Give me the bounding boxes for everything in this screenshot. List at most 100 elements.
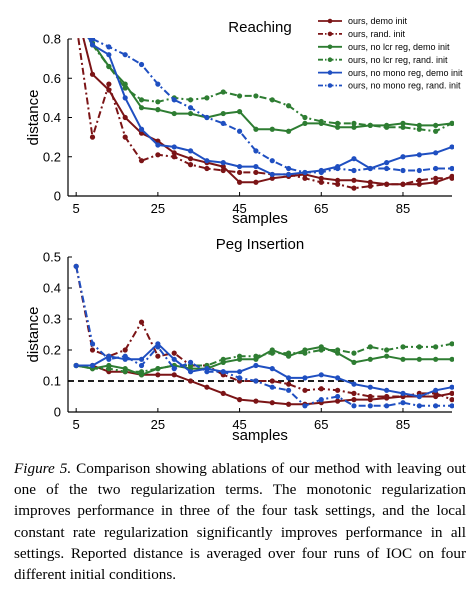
data-point — [416, 177, 422, 183]
data-point — [220, 120, 226, 126]
data-point — [449, 120, 454, 126]
data-point — [335, 177, 341, 183]
data-point — [73, 263, 79, 269]
data-point — [122, 347, 128, 353]
data-point — [89, 341, 96, 347]
data-point — [285, 128, 292, 134]
data-point — [171, 350, 177, 356]
x-tick-label: 25 — [151, 417, 165, 432]
series-line — [76, 342, 453, 373]
data-point — [204, 114, 210, 121]
series-line — [86, 38, 453, 133]
data-point — [335, 398, 341, 404]
data-point — [367, 344, 373, 350]
data-point — [187, 148, 194, 154]
x-tick-label: 45 — [232, 201, 246, 216]
data-point — [253, 163, 259, 170]
legend-marker — [327, 83, 333, 88]
data-point — [449, 390, 454, 396]
data-point — [138, 319, 145, 325]
data-point — [416, 393, 422, 400]
data-point — [416, 167, 422, 174]
data-point — [269, 366, 275, 372]
data-point — [187, 369, 194, 375]
data-point — [302, 350, 308, 356]
y-axis-label: distance — [25, 307, 42, 363]
data-point — [367, 384, 373, 390]
data-point — [367, 393, 373, 400]
series-line — [87, 38, 453, 176]
data-point — [253, 148, 259, 154]
legend-marker — [327, 70, 333, 75]
figure-panels: 0 0.2 0.4 0.6 0.8 5 25 45 65 85 Reaching samples dis… — [25, 13, 463, 444]
data-point — [204, 384, 210, 390]
data-point — [106, 52, 112, 58]
data-point — [236, 128, 243, 134]
data-point — [285, 165, 292, 172]
data-point — [285, 375, 292, 381]
data-point — [367, 403, 373, 409]
y-tick-label: 0 — [54, 189, 61, 204]
data-point — [171, 97, 177, 103]
data-point — [220, 167, 226, 174]
data-point — [384, 160, 390, 166]
data-point — [351, 403, 357, 409]
data-point — [318, 372, 324, 378]
data-point — [335, 165, 341, 172]
caption-label: Figure 5. — [14, 460, 72, 477]
data-point — [171, 366, 177, 372]
data-point — [400, 124, 406, 130]
data-point — [155, 366, 161, 372]
data-point — [318, 347, 324, 353]
data-point — [318, 397, 324, 403]
chart-title: Reaching — [228, 19, 291, 36]
reaching-chart: 0 0.2 0.4 0.6 0.8 5 25 45 65 85 Reaching samples dis… — [25, 13, 463, 227]
data-point — [155, 344, 161, 350]
data-point — [449, 403, 454, 409]
data-point — [74, 13, 79, 18]
data-point — [253, 353, 259, 359]
data-point — [122, 114, 128, 121]
data-point — [253, 362, 259, 369]
x-tick-label: 65 — [314, 417, 328, 432]
y-tick-label: 0.6 — [43, 71, 61, 86]
data-point — [335, 347, 341, 353]
series-4 — [86, 38, 454, 134]
legend-label: ours, no lcr reg, rand. init — [348, 55, 448, 65]
data-point — [89, 71, 96, 77]
data-point — [187, 110, 194, 117]
series-4 — [73, 341, 454, 375]
data-point — [187, 359, 194, 365]
series-line — [87, 38, 453, 133]
series-6 — [73, 263, 454, 409]
data-point — [351, 397, 357, 403]
data-point — [416, 181, 422, 187]
data-point — [318, 386, 324, 392]
series-line — [77, 38, 452, 190]
data-point — [433, 165, 439, 172]
data-point — [433, 179, 439, 185]
data-point — [138, 105, 145, 111]
data-point — [384, 124, 390, 130]
y-tick-label: 0.4 — [43, 281, 61, 296]
data-point — [204, 158, 210, 164]
data-point — [351, 359, 357, 365]
series-5 — [73, 341, 454, 400]
data-point — [433, 356, 439, 362]
data-point — [335, 181, 341, 187]
data-point — [269, 171, 275, 178]
data-point — [74, 21, 79, 26]
data-point — [433, 128, 439, 134]
data-point — [138, 362, 145, 369]
data-point — [449, 397, 454, 403]
data-point — [236, 169, 243, 176]
series-1 — [73, 362, 454, 407]
data-point — [285, 381, 292, 387]
data-point — [351, 167, 357, 174]
data-point — [335, 120, 341, 126]
data-point — [433, 150, 439, 156]
data-point — [236, 179, 243, 185]
data-point — [400, 390, 406, 396]
data-point — [138, 97, 145, 103]
data-point — [285, 387, 292, 393]
